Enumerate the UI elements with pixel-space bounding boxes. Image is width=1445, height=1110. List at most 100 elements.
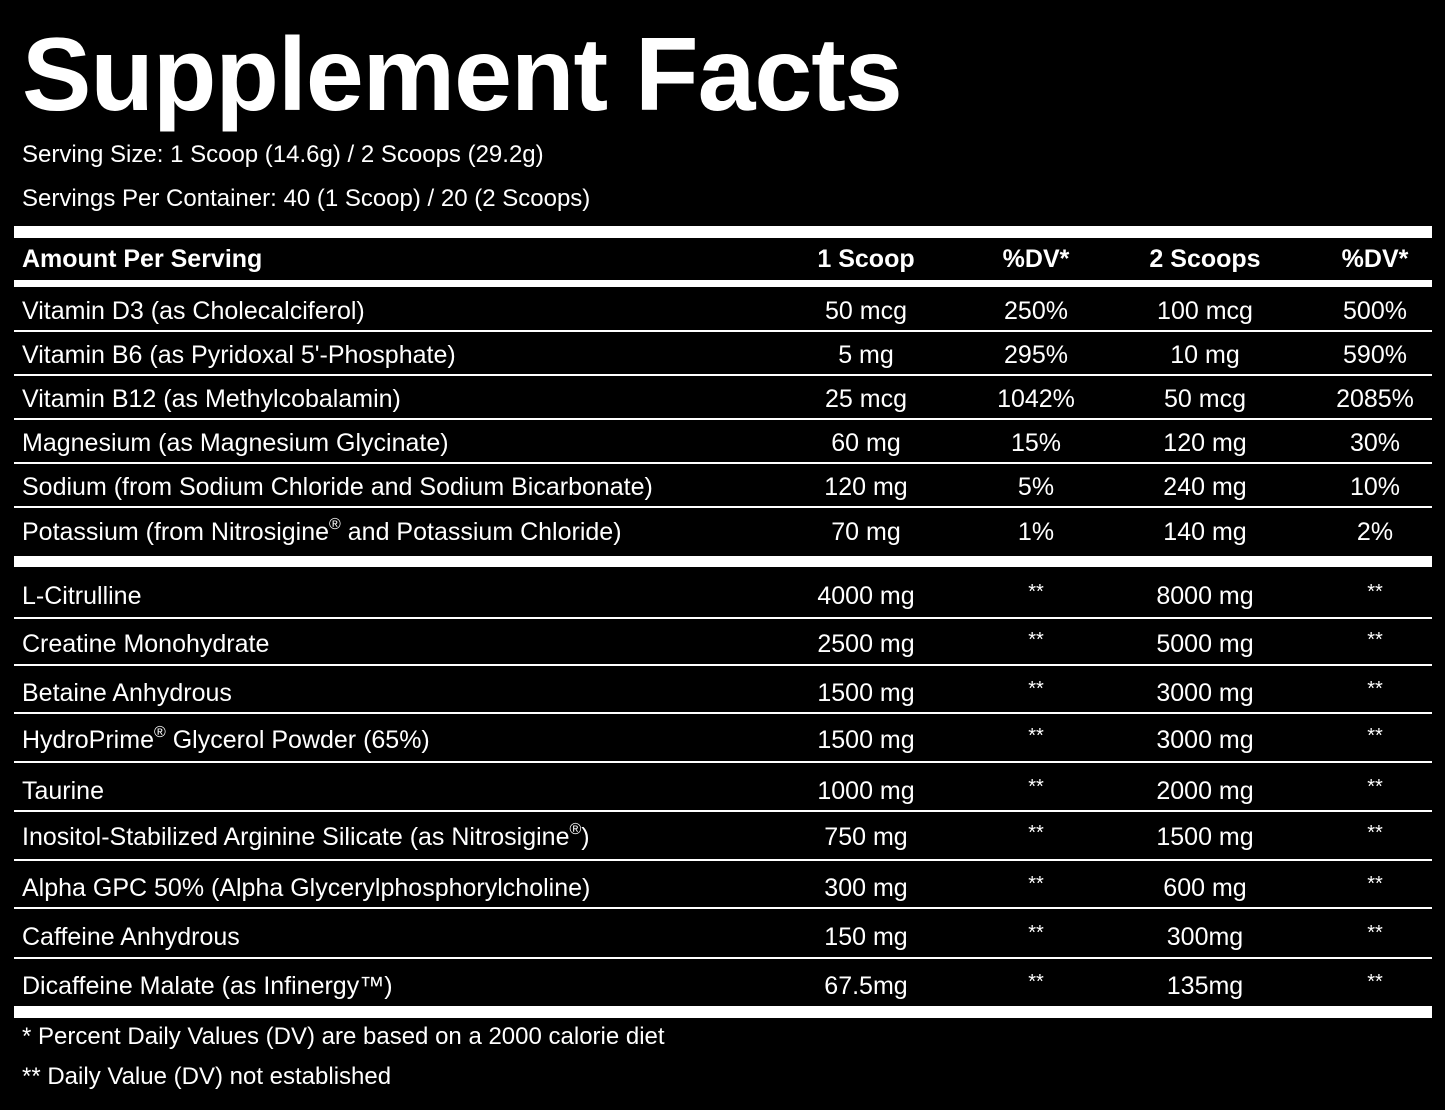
- dv-two-scoops: 10%: [1349, 473, 1401, 501]
- dv-two-scoops: **: [1367, 725, 1383, 747]
- dv-two-scoops: **: [1367, 581, 1383, 603]
- amount-one-scoop: 67.5mg: [824, 972, 908, 1000]
- dv-two-scoops: **: [1367, 629, 1383, 651]
- row-divider: [14, 907, 1432, 909]
- amount-two-scoops: 10 mg: [1170, 341, 1240, 369]
- ingredient-name: Taurine: [22, 777, 104, 805]
- header-rule: [14, 280, 1432, 287]
- dv-two-scoops: **: [1367, 971, 1383, 993]
- dv-one-scoop: **: [1028, 922, 1044, 944]
- row-divider: [14, 617, 1432, 619]
- row-divider: [14, 330, 1432, 332]
- dv-two-scoops: 2%: [1356, 518, 1394, 546]
- nutrient-name: Potassium (from Nitrosigine® and Potassi…: [22, 515, 622, 547]
- ingredient-name: Creatine Monohydrate: [22, 630, 270, 658]
- amount-two-scoops: 50 mcg: [1164, 385, 1246, 413]
- row-divider: [14, 957, 1432, 959]
- dv-one-scoop: **: [1028, 678, 1044, 700]
- dv-one-scoop: 1%: [1017, 518, 1055, 546]
- footnote-dv: * Percent Daily Values (DV) are based on…: [22, 1023, 665, 1050]
- row-divider: [14, 418, 1432, 420]
- name-part: HydroPrime: [22, 726, 154, 754]
- amount-two-scoops: 100 mcg: [1157, 297, 1253, 325]
- row-divider: [14, 712, 1432, 714]
- row-divider: [14, 859, 1432, 861]
- row-divider: [14, 374, 1432, 376]
- dv-one-scoop: **: [1028, 873, 1044, 895]
- amount-one-scoop: 1000 mg: [817, 777, 915, 805]
- amount-two-scoops: 135mg: [1166, 972, 1244, 1000]
- dv-one-scoop: **: [1028, 776, 1044, 798]
- amount-two-scoops: 300mg: [1166, 923, 1244, 951]
- amount-two-scoops: 3000 mg: [1156, 726, 1254, 754]
- registered-mark: ®: [153, 723, 166, 741]
- amount-one-scoop: 1500 mg: [817, 679, 915, 707]
- dv-one-scoop: **: [1028, 581, 1044, 603]
- dv-one-scoop: **: [1028, 629, 1044, 651]
- dv-one-scoop: 250%: [1004, 297, 1068, 325]
- amount-two-scoops: 1500 mg: [1156, 823, 1254, 851]
- nutrient-name: Sodium (from Sodium Chloride and Sodium …: [22, 473, 653, 501]
- header-two-scoops: 2 Scoops: [1149, 245, 1261, 273]
- dv-one-scoop: 295%: [1004, 341, 1068, 369]
- amount-two-scoops: 8000 mg: [1156, 582, 1254, 610]
- amount-one-scoop: 25 mcg: [825, 385, 907, 413]
- amount-one-scoop: 120 mg: [824, 473, 908, 501]
- amount-two-scoops: 5000 mg: [1156, 630, 1254, 658]
- ingredient-name: Inositol-Stabilized Arginine Silicate (a…: [22, 821, 590, 852]
- header-one-scoop: 1 Scoop: [817, 245, 915, 273]
- dv-one-scoop: **: [1028, 725, 1044, 747]
- name-part: ): [581, 823, 590, 851]
- dv-two-scoops: 2085%: [1336, 385, 1414, 413]
- dv-two-scoops: **: [1367, 776, 1383, 798]
- top-thick-rule: [14, 226, 1432, 238]
- header-dv2: %DV*: [1341, 245, 1409, 273]
- nutrient-name: Magnesium (as Magnesium Glycinate): [22, 429, 449, 457]
- row-divider: [14, 462, 1432, 464]
- amount-one-scoop: 300 mg: [824, 874, 908, 902]
- nutrient-name: Vitamin B12 (as Methylcobalamin): [22, 385, 401, 413]
- amount-two-scoops: 240 mg: [1163, 473, 1247, 501]
- ingredient-name: Dicaffeine Malate (as Infinergy™): [22, 972, 393, 1000]
- dv-two-scoops: **: [1367, 822, 1383, 844]
- ingredient-name: Caffeine Anhydrous: [22, 923, 240, 951]
- name-part: Glycerol Powder (65%): [165, 726, 430, 754]
- amount-one-scoop: 150 mg: [824, 923, 908, 951]
- ingredient-name: HydroPrime® Glycerol Powder (65%): [22, 723, 430, 755]
- nutrient-name: Vitamin D3 (as Cholecalciferol): [22, 297, 365, 325]
- ingredient-name: Alpha GPC 50% (Alpha Glycerylphosphorylc…: [22, 874, 591, 902]
- row-divider: [14, 664, 1432, 666]
- amount-two-scoops: 3000 mg: [1156, 679, 1254, 707]
- header-amount: Amount Per Serving: [22, 245, 263, 273]
- dv-two-scoops: **: [1367, 922, 1383, 944]
- registered-mark: ®: [329, 515, 341, 533]
- amount-one-scoop: 60 mg: [831, 429, 901, 457]
- dv-one-scoop: **: [1028, 822, 1044, 844]
- amount-one-scoop: 50 mcg: [825, 297, 907, 325]
- row-divider: [14, 506, 1432, 508]
- amount-two-scoops: 600 mg: [1163, 874, 1247, 902]
- dv-one-scoop: **: [1028, 971, 1044, 993]
- amount-two-scoops: 120 mg: [1163, 429, 1247, 457]
- amount-two-scoops: 2000 mg: [1156, 777, 1254, 805]
- serving-size: Serving Size: 1 Scoop (14.6g) / 2 Scoops…: [22, 141, 544, 168]
- dv-two-scoops: 30%: [1349, 429, 1401, 457]
- row-divider: [14, 761, 1432, 763]
- page-title: Supplement Facts: [22, 17, 903, 133]
- amount-one-scoop: 4000 mg: [817, 582, 915, 610]
- amount-one-scoop: 2500 mg: [817, 630, 915, 658]
- dv-two-scoops: **: [1367, 678, 1383, 700]
- dv-two-scoops: 500%: [1343, 297, 1407, 325]
- servings-per-container: Servings Per Container: 40 (1 Scoop) / 2…: [22, 185, 591, 212]
- name-part: and Potassium Chloride): [340, 518, 622, 546]
- amount-one-scoop: 1500 mg: [817, 726, 915, 754]
- amount-one-scoop: 70 mg: [831, 518, 901, 546]
- amount-two-scoops: 140 mg: [1163, 518, 1247, 546]
- dv-one-scoop: 5%: [1017, 473, 1055, 501]
- amount-one-scoop: 750 mg: [824, 823, 908, 851]
- amount-one-scoop: 5 mg: [838, 341, 894, 369]
- row-divider: [14, 810, 1432, 812]
- nutrient-name: Vitamin B6 (as Pyridoxal 5'-Phosphate): [22, 341, 456, 369]
- footnote-not-established: ** Daily Value (DV) not established: [22, 1063, 392, 1090]
